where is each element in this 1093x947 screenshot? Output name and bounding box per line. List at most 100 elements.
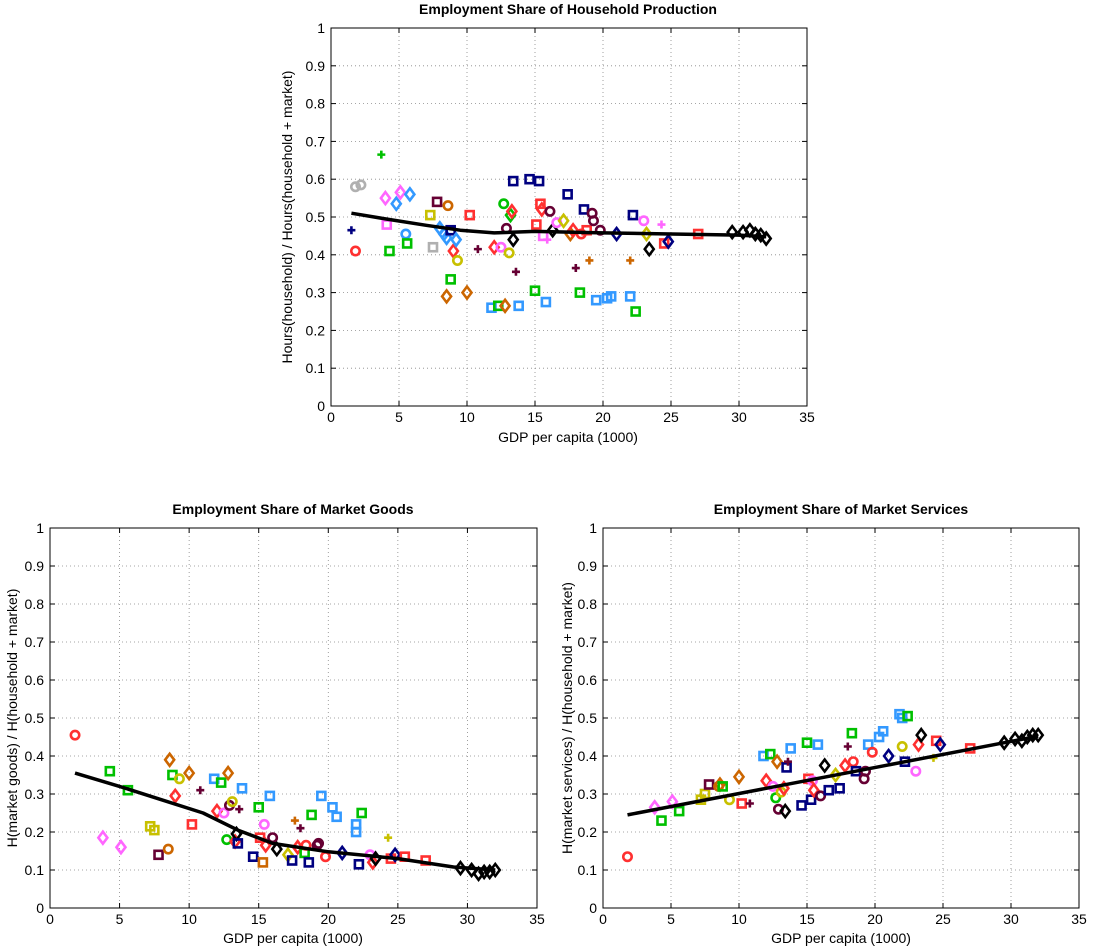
data-point-square bbox=[286, 855, 298, 866]
data-point-square bbox=[531, 219, 542, 230]
data-point-square bbox=[535, 198, 546, 210]
trend-line bbox=[351, 211, 767, 239]
data-point-square bbox=[427, 241, 439, 253]
data-point-square bbox=[590, 294, 602, 306]
y-tick-label: 0.5 bbox=[578, 710, 598, 726]
y-tick-label: 0.4 bbox=[306, 247, 326, 263]
data-point-circle bbox=[910, 765, 922, 777]
plot-area: 0 5 10 15 20 25 30 35 0 0.1 0.2 0.3 0.4 0.5 0.6 0.7 0.8 0… bbox=[578, 520, 1087, 927]
x-tick-label: 15 bbox=[799, 911, 815, 927]
data-point-square bbox=[350, 819, 362, 830]
data-point-diamond bbox=[507, 231, 520, 248]
data-point-circle bbox=[349, 181, 361, 193]
data-point-circle bbox=[498, 198, 510, 210]
data-point-cross bbox=[196, 786, 205, 795]
data-point-diamond bbox=[546, 222, 559, 239]
x-tick-label: 15 bbox=[251, 911, 267, 927]
y-tick-label: 0.1 bbox=[25, 862, 45, 878]
y-tick-label: 1 bbox=[317, 20, 325, 36]
y-tick-label: 0.3 bbox=[578, 786, 598, 802]
y-tick-label: 0.3 bbox=[306, 285, 326, 301]
data-point-square bbox=[673, 805, 685, 817]
data-point-square bbox=[656, 815, 667, 826]
data-point-circle bbox=[355, 179, 367, 191]
data-point-square bbox=[578, 204, 590, 215]
market-services-panel: Employment Share of Market Services GDP … bbox=[559, 501, 1087, 946]
data-point-circle bbox=[770, 792, 782, 804]
x-tick-label: 25 bbox=[935, 911, 951, 927]
y-tick-label: 0.6 bbox=[25, 672, 45, 688]
data-point-diamond bbox=[643, 240, 656, 258]
axes-box bbox=[330, 27, 808, 407]
data-point-diamond bbox=[662, 233, 675, 250]
x-tick-label: 35 bbox=[529, 911, 545, 927]
data-point-diamond bbox=[648, 799, 661, 816]
data-point-cross bbox=[290, 816, 299, 825]
data-point-cross bbox=[473, 245, 482, 254]
y-tick-label: 0.5 bbox=[25, 710, 45, 726]
y-tick-label: 0.8 bbox=[306, 96, 326, 112]
data-point-cross bbox=[571, 264, 580, 273]
y-tick-label: 0.4 bbox=[25, 748, 45, 764]
data-point-diamond bbox=[169, 787, 182, 805]
data-point-square bbox=[781, 762, 792, 773]
data-point-diamond bbox=[114, 839, 128, 856]
data-point-circle bbox=[442, 200, 454, 212]
data-point-circle bbox=[258, 818, 270, 830]
data-point-diamond bbox=[270, 840, 283, 858]
data-point-square bbox=[785, 743, 796, 754]
data-point-square bbox=[562, 189, 573, 200]
data-point-diamond bbox=[754, 226, 767, 244]
data-point-diamond bbox=[379, 189, 392, 207]
data-point-square bbox=[186, 819, 198, 830]
data-point-square bbox=[902, 710, 913, 722]
data-point-square bbox=[401, 238, 413, 249]
x-tick-label: 25 bbox=[663, 409, 679, 425]
data-point-diamond bbox=[505, 203, 519, 220]
household-production-panel: Employment Share of Household Production… bbox=[279, 1, 815, 445]
x-axis-label: GDP per capita (1000) bbox=[498, 429, 638, 445]
y-tick-label: 0.6 bbox=[306, 171, 326, 187]
data-point-square bbox=[524, 173, 535, 185]
data-point-diamond bbox=[934, 736, 947, 753]
x-tick-label: 0 bbox=[327, 409, 335, 425]
data-point-diamond bbox=[449, 231, 463, 248]
y-tick-label: 0.7 bbox=[578, 634, 598, 650]
y-tick-label: 0 bbox=[589, 900, 597, 916]
data-point-cross bbox=[585, 256, 594, 265]
data-point-circle bbox=[503, 247, 515, 259]
data-point-cross bbox=[843, 742, 852, 751]
data-point-circle bbox=[638, 215, 650, 227]
data-point-square bbox=[327, 801, 338, 813]
data-point-cross bbox=[626, 256, 635, 265]
y-tick-label: 0.8 bbox=[578, 596, 598, 612]
data-point-square bbox=[540, 296, 552, 308]
y-tick-label: 0.8 bbox=[25, 596, 45, 612]
y-tick-label: 0.2 bbox=[25, 824, 45, 840]
data-point-circle bbox=[349, 245, 361, 257]
data-point-square bbox=[424, 209, 436, 221]
x-tick-label: 30 bbox=[460, 911, 476, 927]
data-point-square bbox=[149, 824, 160, 836]
data-point-cross bbox=[543, 235, 552, 244]
data-point-cross bbox=[235, 805, 244, 814]
y-tick-label: 0.3 bbox=[25, 786, 45, 802]
x-tick-label: 35 bbox=[799, 409, 815, 425]
chart-title: Employment Share of Market Services bbox=[714, 501, 969, 517]
trend-line bbox=[627, 734, 1039, 817]
plot-area: 0 5 10 15 20 25 30 35 0 0.1 0.2 0.3 0.4 0.5 0.6 0.7 0.8 0… bbox=[306, 20, 815, 425]
data-point-square bbox=[624, 291, 636, 302]
data-point-square bbox=[877, 725, 889, 737]
market-goods-panel: Employment Share of Market Goods GDP per… bbox=[4, 501, 545, 946]
x-tick-label: 10 bbox=[731, 911, 747, 927]
data-point-square bbox=[431, 196, 443, 208]
data-point-square bbox=[823, 784, 835, 796]
data-point-square bbox=[316, 790, 327, 802]
data-point-diamond bbox=[366, 854, 379, 871]
y-axis-label: Hours(household) / Hours(household + mar… bbox=[279, 71, 295, 364]
data-point-circle bbox=[162, 843, 174, 855]
data-point-cross bbox=[384, 833, 393, 842]
data-point-square bbox=[605, 291, 617, 302]
data-point-diamond bbox=[390, 195, 403, 212]
